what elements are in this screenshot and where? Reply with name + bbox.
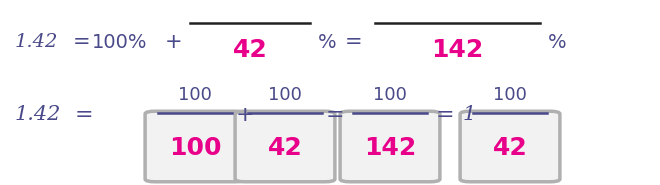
Text: =: = [73,32,90,52]
Text: 100: 100 [169,136,221,160]
Text: 100%: 100% [92,33,147,51]
Text: =: = [345,32,362,52]
Text: =: = [325,105,345,125]
Text: 142: 142 [432,38,484,62]
Text: 42: 42 [232,38,267,62]
Text: 1.42: 1.42 [15,33,58,51]
Text: 42: 42 [267,136,302,160]
Text: %: % [548,33,567,51]
Text: 42: 42 [492,136,527,160]
FancyBboxPatch shape [460,111,560,182]
Text: %: % [318,33,337,51]
Text: +: + [236,105,254,125]
FancyBboxPatch shape [235,111,335,182]
Text: 100: 100 [373,86,407,104]
FancyBboxPatch shape [145,111,245,182]
FancyBboxPatch shape [340,111,440,182]
Text: +: + [165,32,183,52]
Text: =: = [436,105,454,125]
Text: 100: 100 [178,86,212,104]
Text: =: = [75,105,94,125]
Text: 1: 1 [463,105,477,125]
Text: 100: 100 [493,86,527,104]
Text: 100: 100 [268,86,302,104]
Text: 1.42: 1.42 [15,105,61,125]
Text: 142: 142 [364,136,416,160]
